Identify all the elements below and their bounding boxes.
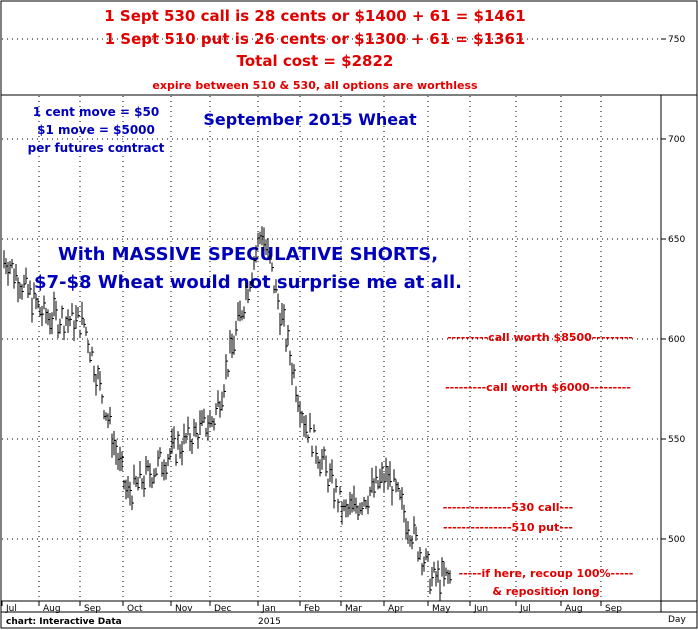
time-tick-label: Jul	[519, 604, 531, 614]
price-tick-label: 700	[668, 135, 685, 145]
gridlines	[2, 38, 660, 600]
time-axis-labels: Jul Aug Sep Oct Nov Dec Jan Feb Mar Apr May Jun Jul A…	[1, 601, 622, 614]
time-tick-label: Jul	[5, 604, 17, 614]
speculation-line-2: $7-$8 Wheat would not surprise me at all…	[34, 272, 462, 293]
price-axis-labels: 450500550600650700750800850900	[661, 35, 685, 545]
move-note-1: 1 cent move = $50	[33, 105, 159, 119]
time-tick-label: Sep	[605, 604, 622, 614]
move-note-3: per futures contract	[28, 141, 165, 155]
header-line-4: expire between 510 & 530, all options ar…	[152, 79, 478, 92]
header-line-2: 1 Sept 510 put is 26 cents or $1300 + 61…	[105, 30, 526, 48]
header-line-1: 1 Sept 530 call is 28 cents or $1400 + 6…	[104, 7, 525, 25]
time-tick-label: Nov	[175, 604, 193, 614]
time-tick-label: Jan	[261, 604, 276, 614]
time-tick-label: Oct	[127, 604, 143, 614]
speculation-line-1: With MASSIVE SPECULATIVE SHORTS,	[58, 244, 438, 265]
unit-label: Day	[668, 615, 686, 625]
time-tick-label: Aug	[43, 604, 61, 614]
time-tick-label: Dec	[214, 604, 231, 614]
price-tick-label: 750	[668, 35, 685, 45]
time-tick-label: Mar	[345, 604, 362, 614]
annotation-recoup: -----if here, recoup 100%-----	[459, 567, 634, 580]
price-tick-label: 500	[668, 535, 685, 545]
time-tick-label: May	[432, 604, 451, 614]
time-tick-label: Feb	[304, 604, 320, 614]
price-bars	[3, 226, 452, 601]
time-tick-label: Apr	[388, 604, 404, 614]
annotation-call-8500: ---------call worth $8500---------	[447, 331, 633, 344]
time-tick-label: Jun	[473, 604, 488, 614]
chart-title: September 2015 Wheat	[203, 110, 417, 129]
header-line-3: Total cost = $2822	[237, 52, 394, 70]
source-credit: chart: Interactive Data	[6, 617, 122, 627]
year-label: 2015	[258, 617, 281, 627]
move-note-2: $1 move = $5000	[37, 123, 155, 137]
price-tick-label: 600	[668, 335, 685, 345]
annotation-510-put: ---------------510 put---	[443, 521, 573, 534]
annotation-reposition: & reposition long	[492, 585, 599, 598]
annotation-call-6000: ---------call worth $6000---------	[445, 381, 631, 394]
time-tick-label: Aug	[565, 604, 583, 614]
price-tick-label: 650	[668, 235, 685, 245]
time-tick-label: Sep	[84, 604, 101, 614]
price-tick-label: 550	[668, 435, 685, 445]
annotation-530-call: ---------------530 call---	[443, 501, 573, 514]
